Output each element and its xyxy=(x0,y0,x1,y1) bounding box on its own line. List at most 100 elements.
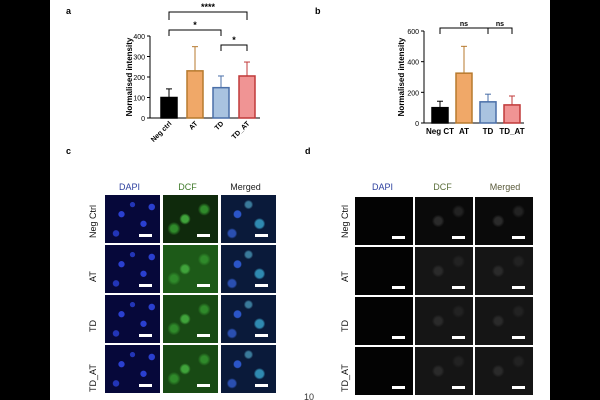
micrograph-tile-dcf xyxy=(163,295,218,343)
row-label-td: TD xyxy=(340,320,350,332)
bar xyxy=(431,106,449,124)
y-axis-label: Normalised intensity xyxy=(397,37,406,116)
scale-bar xyxy=(255,384,268,387)
significance-label: * xyxy=(232,35,236,45)
bar xyxy=(455,72,473,124)
y-tick-label: 200 xyxy=(407,90,419,97)
y-tick-label: 100 xyxy=(133,96,145,103)
column-header-merged: Merged xyxy=(489,182,521,192)
x-tick-label: Neg CT xyxy=(426,127,454,136)
micrograph-tile-dcf xyxy=(163,245,218,293)
scale-bar xyxy=(452,336,465,339)
row-label-neg-ctrl: Neg Ctrl xyxy=(340,204,350,238)
y-tick-label: 300 xyxy=(133,55,145,62)
scale-bar xyxy=(255,234,268,237)
bar xyxy=(503,104,521,124)
x-tick-label: Neg ctrl xyxy=(150,120,173,143)
scale-bar xyxy=(512,286,525,289)
micrograph-tile-dapi xyxy=(355,197,413,245)
scale-bar xyxy=(512,386,525,389)
panel-letter-c: c xyxy=(66,146,72,156)
significance-label: ns xyxy=(460,21,468,28)
micrograph-tile-merged xyxy=(221,245,276,293)
micrograph-tile-dcf xyxy=(415,197,473,245)
page-number: 10 xyxy=(304,392,315,400)
row-label-at: AT xyxy=(340,271,350,282)
micrograph-tile-dapi xyxy=(355,297,413,345)
panel-letter-b: b xyxy=(315,6,321,16)
scale-bar xyxy=(392,386,405,389)
scale-bar xyxy=(139,334,152,337)
scale-bar xyxy=(139,284,152,287)
row-label-td-at: TD_AT xyxy=(88,364,98,392)
micrograph-tile-merged xyxy=(221,295,276,343)
micrograph-tile-dapi xyxy=(105,195,160,243)
y-tick-label: 0 xyxy=(415,121,419,128)
row-label-td: TD xyxy=(88,320,98,332)
bar xyxy=(479,101,497,124)
micrograph-tile-dcf xyxy=(163,345,218,393)
significance-bracket xyxy=(220,44,248,51)
x-tick-label: TD_AT xyxy=(231,120,252,141)
significance-label: * xyxy=(193,20,197,30)
y-tick-label: 200 xyxy=(133,75,145,82)
micrograph-tile-merged xyxy=(475,297,533,345)
panel-letter-a: a xyxy=(66,6,72,16)
column-header-dcf: DCF xyxy=(178,182,197,192)
row-label-at: AT xyxy=(88,271,98,282)
scale-bar xyxy=(452,236,465,239)
micrograph-tile-dcf xyxy=(415,297,473,345)
scale-bar xyxy=(512,236,525,239)
column-header-dapi: DAPI xyxy=(371,182,393,192)
row-label-neg-ctrl: Neg Ctrl xyxy=(88,204,98,238)
scale-bar xyxy=(452,286,465,289)
micrograph-tile-dcf xyxy=(163,195,218,243)
x-tick-label: TD_AT xyxy=(499,127,524,136)
micrograph-tile-dcf xyxy=(415,247,473,295)
y-tick-label: 600 xyxy=(407,29,419,36)
panel-letter-d: d xyxy=(305,146,311,156)
scale-bar xyxy=(392,236,405,239)
scale-bar xyxy=(139,234,152,237)
column-header-merged: Merged xyxy=(230,182,261,192)
micrograph-tile-dapi xyxy=(105,345,160,393)
scale-bar xyxy=(255,284,268,287)
y-axis-label: Normalised intensity xyxy=(125,37,134,116)
scale-bar xyxy=(197,384,210,387)
x-tick-label: TD xyxy=(483,127,494,136)
x-tick-label: TD xyxy=(214,120,226,132)
bar xyxy=(160,96,178,119)
significance-label: ns xyxy=(496,21,504,28)
micrograph-tile-dapi xyxy=(355,247,413,295)
scale-bar xyxy=(197,234,210,237)
micrograph-tile-merged xyxy=(475,347,533,395)
bar xyxy=(238,75,256,119)
x-tick-label: AT xyxy=(188,120,200,132)
micrograph-tile-dapi xyxy=(105,295,160,343)
bar xyxy=(212,86,230,119)
significance-label: **** xyxy=(201,2,216,12)
column-header-dcf: DCF xyxy=(433,182,452,192)
scale-bar xyxy=(255,334,268,337)
significance-bracket xyxy=(439,27,489,34)
scale-bar xyxy=(452,386,465,389)
significance-bracket xyxy=(168,29,222,36)
bar xyxy=(186,70,204,119)
y-tick-label: 400 xyxy=(133,34,145,41)
x-tick-label: AT xyxy=(459,127,469,136)
micrograph-tile-merged xyxy=(221,345,276,393)
micrograph-tile-merged xyxy=(475,247,533,295)
scale-bar xyxy=(139,384,152,387)
column-header-dapi: DAPI xyxy=(118,182,140,192)
scale-bar xyxy=(197,284,210,287)
y-tick-label: 0 xyxy=(141,116,145,123)
micrograph-tile-dapi xyxy=(105,245,160,293)
row-label-td-at: TD_AT xyxy=(340,364,350,392)
scale-bar xyxy=(512,336,525,339)
scale-bar xyxy=(392,286,405,289)
micrograph-tile-merged xyxy=(221,195,276,243)
micrograph-tile-dapi xyxy=(355,347,413,395)
scale-bar xyxy=(392,336,405,339)
